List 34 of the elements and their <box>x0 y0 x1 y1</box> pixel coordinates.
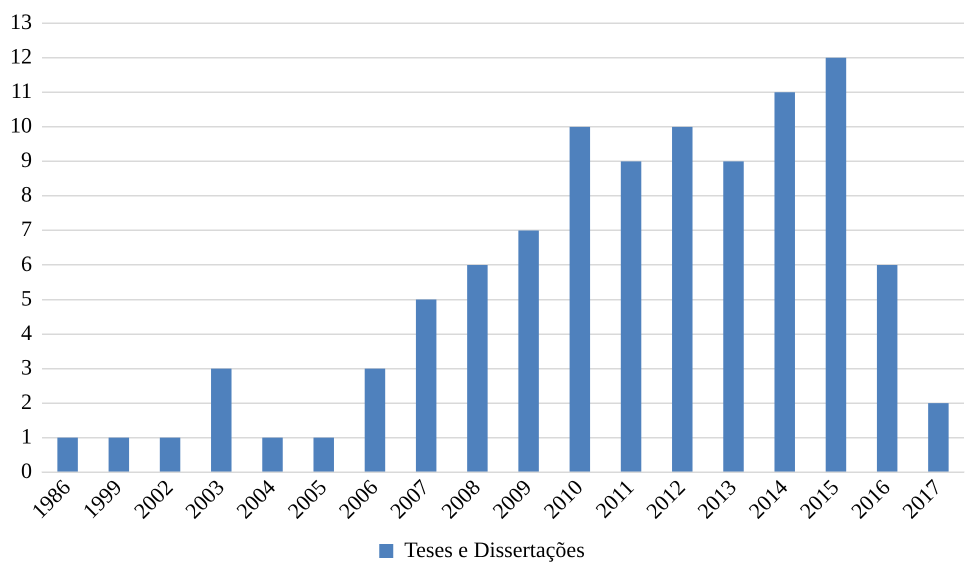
x-tick-label: 2011 <box>590 474 639 523</box>
y-tick-label: 3 <box>21 354 32 380</box>
y-tick-label: 4 <box>21 320 32 345</box>
y-tick-label: 5 <box>21 285 32 310</box>
y-tick-label: 8 <box>21 182 32 207</box>
bar <box>570 126 590 472</box>
y-tick-label: 9 <box>21 147 32 172</box>
bar <box>876 264 898 472</box>
bar <box>416 300 436 472</box>
bar <box>262 438 283 472</box>
y-tick-label: 13 <box>10 8 32 34</box>
bar <box>928 403 949 472</box>
bar <box>467 264 488 472</box>
bar <box>57 438 78 472</box>
y-tick-label: 1 <box>21 423 32 448</box>
bar <box>160 438 180 472</box>
y-tick-label: 0 <box>21 458 32 483</box>
y-tick-label: 12 <box>10 44 32 69</box>
bar <box>620 161 642 472</box>
bar <box>672 126 693 472</box>
y-tick-label: 6 <box>21 250 32 276</box>
bar <box>518 230 539 472</box>
y-tick-label: 11 <box>10 78 32 104</box>
bar <box>108 438 130 472</box>
bar <box>774 92 795 472</box>
legend-label: Teses e Dissertações <box>404 536 585 562</box>
bar <box>364 368 386 472</box>
bar <box>723 161 744 472</box>
bar <box>211 368 232 472</box>
bar <box>826 58 846 472</box>
y-tick-label: 7 <box>21 216 32 242</box>
y-tick-label: 2 <box>21 388 32 414</box>
y-tick-label: 10 <box>10 112 32 138</box>
bar <box>313 438 334 472</box>
